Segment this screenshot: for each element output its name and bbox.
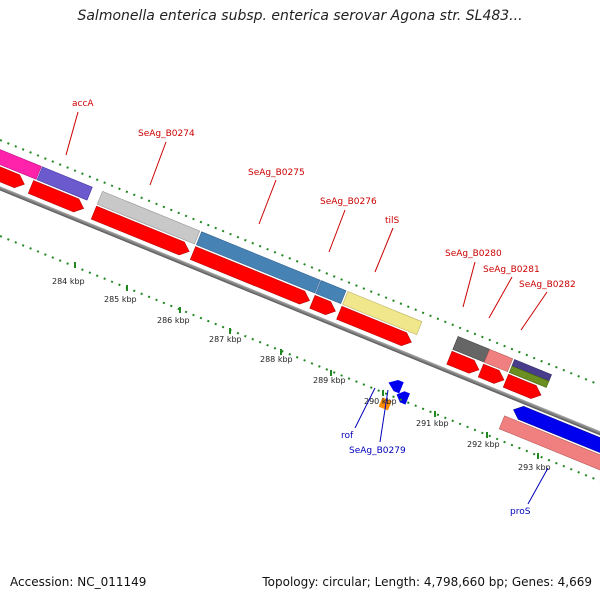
cds-arrow-9 [502,373,542,399]
tick-label-288: 288 kbp [260,355,293,364]
tick-label-290: 290 kbp [364,397,397,406]
gene-label-proS: proS [510,507,531,517]
cds-arrow-8 [477,363,505,384]
tick-label-292: 292 kbp [467,440,500,449]
gene-label-SeAg_B0275: SeAg_B0275 [248,168,305,178]
tick-label-291: 291 kbp [416,419,449,428]
reverse-arrow-small-1 [388,380,404,394]
reverse-box-proS [498,415,600,475]
accession-text: Accession: NC_011149 [10,575,147,589]
cds-arrow-5 [309,294,336,315]
cds-arrow-7 [446,350,480,374]
tick-label-287: 287 kbp [209,335,242,344]
reverse-arrow-proS-blue [513,406,600,460]
tick-label-289: 289 kbp [313,376,346,385]
cds-arrow-3 [90,205,190,256]
tick-label-284: 284 kbp [52,277,85,286]
feature-track [0,144,600,475]
map-title: Salmonella enterica subsp. enterica sero… [77,8,523,24]
feature-box-tilS [342,291,423,335]
reverse-arrow-small-2 [396,391,410,405]
gene-label-SeAg_B0276: SeAg_B0276 [320,197,377,207]
cds-arrow-1 [0,159,25,189]
backbone [0,176,600,445]
gene-label-SeAg_B0281: SeAg_B0281 [483,265,540,275]
gene-label-SeAg_B0282: SeAg_B0282 [519,280,576,290]
gene-label-tilS: tilS [385,216,400,226]
gene-label-SeAg_B0279: SeAg_B0279 [349,446,406,456]
feature-box-accA [36,166,93,201]
feature-box-SeAg_B0276 [315,280,347,304]
gene-label-SeAg_B0274: SeAg_B0274 [138,129,195,139]
gene-label-accA: accA [72,99,94,109]
feature-box-SeAg_B0281 [483,348,514,372]
leader-lines [65,111,549,505]
gene-label-SeAg_B0280: SeAg_B0280 [445,249,502,259]
cds-arrow-4 [189,246,310,305]
tick-label-293: 293 kbp [518,463,551,472]
feature-box-magenta [0,144,42,180]
feature-box-SeAg_B0275 [195,231,321,294]
summary-text: Topology: circular; Length: 4,798,660 bp… [262,575,592,589]
reverse-box-rof [378,397,392,411]
tick-label-286: 286 kbp [157,316,190,325]
gene-label-rof: rof [341,431,354,441]
feature-box-SeAg_B0282-green [508,365,550,388]
tick-marks [74,262,539,459]
feature-box-SeAg_B0274 [96,191,201,245]
cds-arrow-6 [336,305,412,346]
tick-label-285: 285 kbp [104,295,137,304]
cds-arrow-2 [27,180,85,213]
